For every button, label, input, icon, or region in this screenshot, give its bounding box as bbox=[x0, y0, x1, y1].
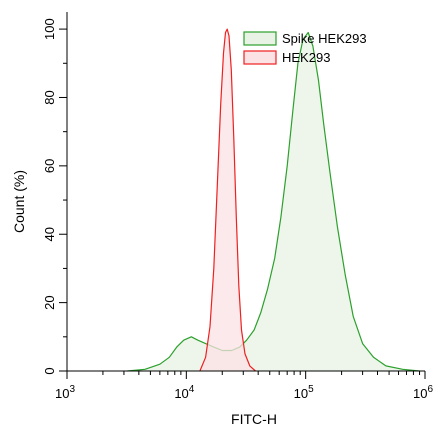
legend-label-1: HEK293 bbox=[282, 50, 330, 65]
y-tick-label: 100 bbox=[42, 18, 57, 40]
legend-swatch-1 bbox=[243, 50, 277, 65]
x-axis-ticks: 103 104 105 106 bbox=[55, 371, 433, 401]
y-tick-label: 60 bbox=[42, 159, 57, 173]
legend: Spike HEK293 HEK293 bbox=[243, 31, 367, 65]
series-line-1 bbox=[199, 28, 256, 372]
y-tick-label: 80 bbox=[42, 90, 57, 104]
legend-swatch-0 bbox=[243, 31, 277, 46]
y-axis-ticks: 0 20 40 60 80 100 bbox=[42, 18, 67, 375]
x-tick-label: 104 bbox=[174, 384, 194, 401]
y-tick-label: 0 bbox=[42, 367, 57, 374]
x-axis-title: FITC-H bbox=[231, 411, 277, 427]
y-axis-title: Count (%) bbox=[11, 170, 27, 233]
series-line-0 bbox=[127, 31, 420, 372]
legend-label-0: Spike HEK293 bbox=[282, 31, 367, 46]
x-tick-label: 103 bbox=[55, 384, 75, 401]
series-area-0 bbox=[127, 32, 420, 371]
y-tick-label: 20 bbox=[42, 295, 57, 309]
x-tick-label: 105 bbox=[294, 384, 314, 401]
series-area-1 bbox=[199, 29, 256, 371]
x-tick-label: 106 bbox=[413, 384, 433, 401]
y-tick-label: 40 bbox=[42, 227, 57, 241]
plot-area bbox=[127, 28, 420, 372]
